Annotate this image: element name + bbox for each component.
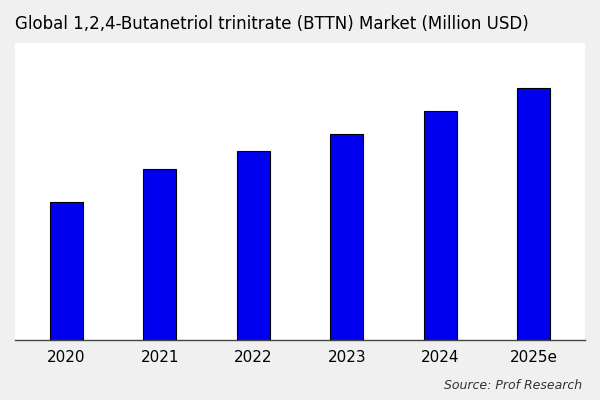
Bar bbox=[517, 88, 550, 340]
Bar bbox=[237, 151, 269, 340]
Bar bbox=[424, 111, 457, 340]
Bar bbox=[50, 202, 83, 340]
Bar bbox=[331, 134, 363, 340]
Text: Source: Prof Research: Source: Prof Research bbox=[444, 379, 582, 392]
Text: Global 1,2,4-Butanetriol trinitrate (BTTN) Market (Million USD): Global 1,2,4-Butanetriol trinitrate (BTT… bbox=[15, 15, 529, 33]
Bar bbox=[143, 169, 176, 340]
